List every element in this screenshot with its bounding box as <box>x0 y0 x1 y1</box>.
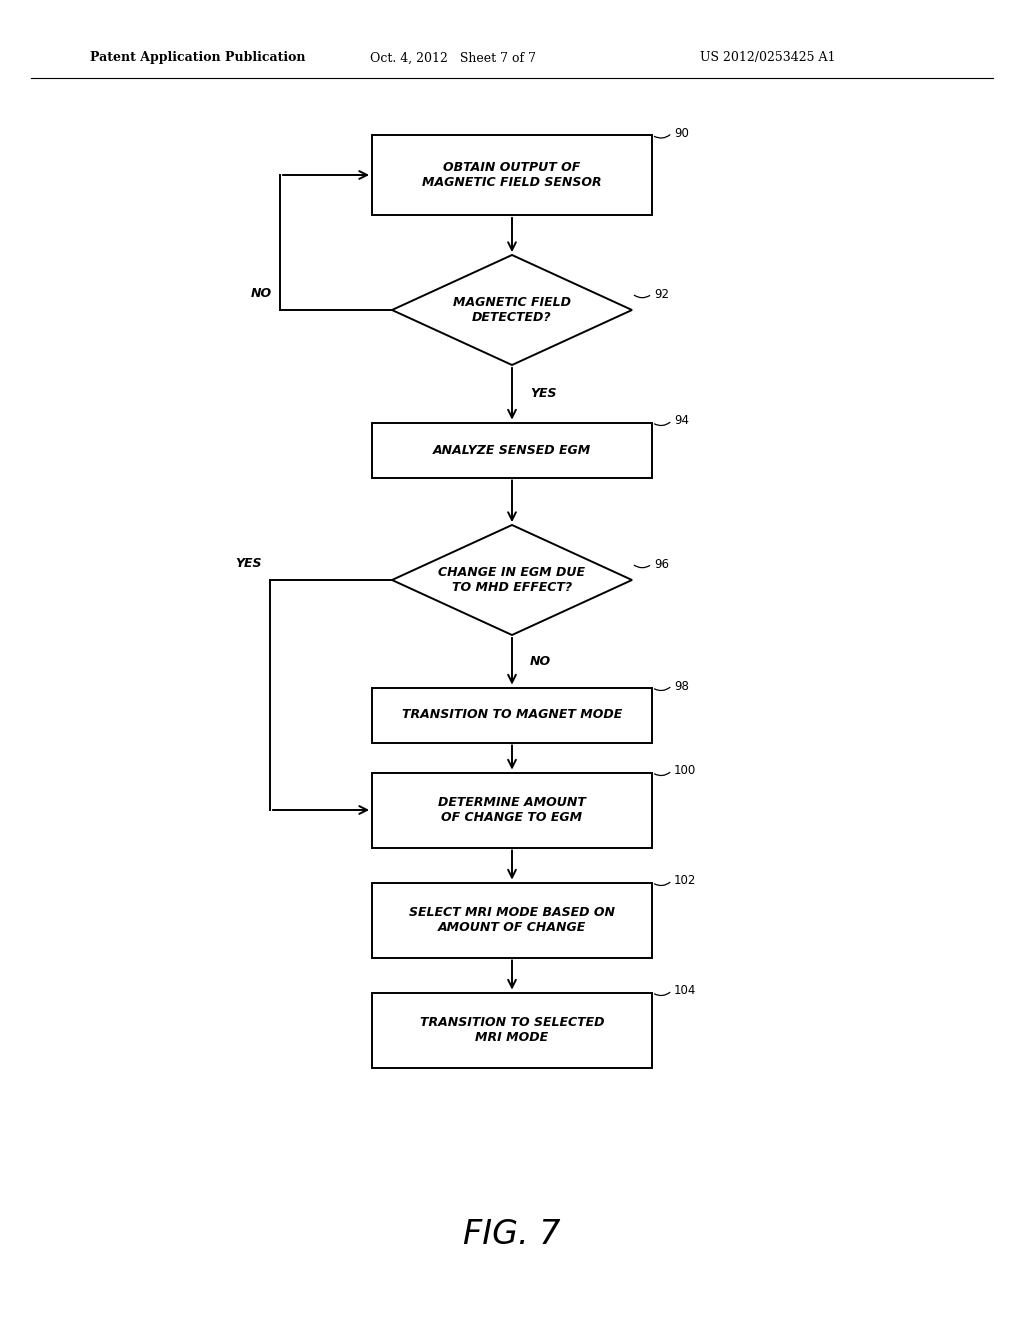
Text: TRANSITION TO SELECTED
MRI MODE: TRANSITION TO SELECTED MRI MODE <box>420 1016 604 1044</box>
Text: FIG. 7: FIG. 7 <box>463 1218 561 1251</box>
Text: SELECT MRI MODE BASED ON
AMOUNT OF CHANGE: SELECT MRI MODE BASED ON AMOUNT OF CHANG… <box>409 906 615 935</box>
Text: 96: 96 <box>654 558 669 572</box>
Text: 92: 92 <box>654 288 669 301</box>
Text: YES: YES <box>530 387 556 400</box>
Text: CHANGE IN EGM DUE
TO MHD EFFECT?: CHANGE IN EGM DUE TO MHD EFFECT? <box>438 566 586 594</box>
Text: US 2012/0253425 A1: US 2012/0253425 A1 <box>700 51 836 65</box>
Text: 90: 90 <box>674 127 689 140</box>
Bar <box>372 688 652 742</box>
Text: Patent Application Publication: Patent Application Publication <box>90 51 305 65</box>
Text: YES: YES <box>236 557 262 570</box>
Text: 94: 94 <box>674 414 689 428</box>
Text: 104: 104 <box>674 985 696 998</box>
Bar <box>372 993 652 1068</box>
Text: DETERMINE AMOUNT
OF CHANGE TO EGM: DETERMINE AMOUNT OF CHANGE TO EGM <box>438 796 586 824</box>
Text: Oct. 4, 2012   Sheet 7 of 7: Oct. 4, 2012 Sheet 7 of 7 <box>370 51 536 65</box>
Text: 98: 98 <box>674 680 689 693</box>
Bar <box>372 135 652 215</box>
Text: NO: NO <box>530 655 551 668</box>
Text: 102: 102 <box>674 874 696 887</box>
Text: MAGNETIC FIELD
DETECTED?: MAGNETIC FIELD DETECTED? <box>453 296 571 323</box>
Polygon shape <box>392 525 632 635</box>
Text: ANALYZE SENSED EGM: ANALYZE SENSED EGM <box>433 444 591 457</box>
Text: TRANSITION TO MAGNET MODE: TRANSITION TO MAGNET MODE <box>401 709 623 722</box>
Bar <box>372 772 652 847</box>
Text: OBTAIN OUTPUT OF
MAGNETIC FIELD SENSOR: OBTAIN OUTPUT OF MAGNETIC FIELD SENSOR <box>422 161 602 189</box>
Text: NO: NO <box>251 286 272 300</box>
Polygon shape <box>392 255 632 366</box>
Bar <box>372 883 652 957</box>
Text: 100: 100 <box>674 764 696 777</box>
Bar <box>372 422 652 478</box>
